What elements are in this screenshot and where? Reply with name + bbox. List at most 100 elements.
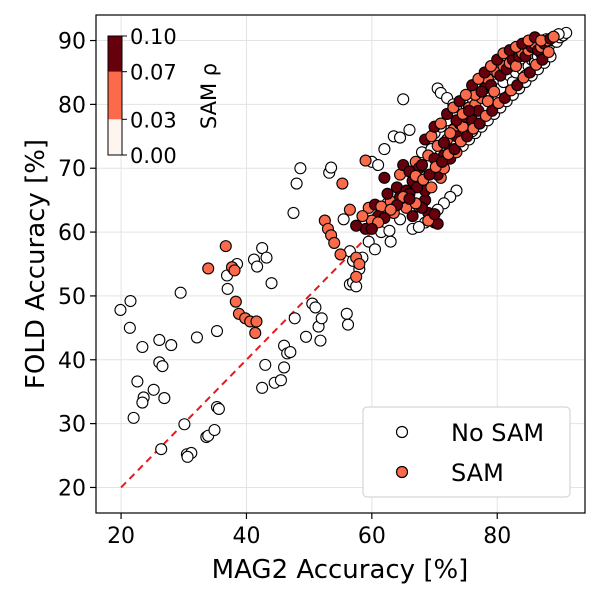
sam-point bbox=[437, 136, 450, 149]
sam-point bbox=[428, 208, 441, 221]
sam-point bbox=[343, 203, 356, 216]
sam-point bbox=[334, 248, 347, 261]
x-tick-label: 20 bbox=[107, 524, 135, 549]
no-sam-point bbox=[378, 143, 391, 156]
no-sam-point bbox=[251, 260, 264, 273]
no-sam-point bbox=[294, 162, 307, 175]
y-tick-label: 50 bbox=[58, 285, 86, 310]
no-sam-point bbox=[147, 383, 160, 396]
no-sam-point bbox=[256, 381, 269, 394]
no-sam-point bbox=[165, 339, 178, 352]
x-axis-ticks: 20 40 60 80 bbox=[107, 513, 511, 549]
sam-point bbox=[381, 187, 394, 200]
colorbar-bins bbox=[108, 36, 122, 155]
sam-point bbox=[219, 240, 232, 253]
sam-point bbox=[384, 203, 397, 216]
no-sam-point bbox=[274, 374, 287, 387]
y-tick-label: 40 bbox=[58, 349, 86, 374]
sam-point bbox=[459, 88, 472, 101]
sam-point bbox=[475, 85, 488, 98]
no-sam-point bbox=[260, 251, 273, 264]
legend-marker-no-sam bbox=[395, 425, 409, 439]
no-sam-point bbox=[383, 224, 396, 237]
colorbar: 0.00 0.03 0.07 0.10 SAM ρ bbox=[107, 25, 221, 168]
x-tick-label: 60 bbox=[358, 524, 386, 549]
sam-point bbox=[547, 30, 560, 43]
x-axis-label: MAG2 Accuracy [%] bbox=[212, 555, 469, 585]
no-sam-point bbox=[131, 375, 144, 388]
x-tick-label: 40 bbox=[232, 524, 260, 549]
no-sam-point bbox=[259, 358, 272, 371]
colorbar-tick-label: 0.07 bbox=[130, 61, 177, 85]
no-sam-point bbox=[287, 206, 300, 219]
sam-point bbox=[250, 315, 263, 328]
no-sam-point bbox=[368, 243, 382, 256]
y-tick-label: 90 bbox=[58, 30, 86, 55]
no-sam-point bbox=[394, 131, 407, 144]
no-sam-point bbox=[210, 324, 224, 338]
colorbar-label: SAM ρ bbox=[197, 63, 221, 129]
no-sam-point bbox=[403, 123, 416, 136]
no-sam-point bbox=[208, 423, 221, 437]
no-sam-point bbox=[314, 334, 327, 347]
y-tick-label: 60 bbox=[58, 221, 86, 246]
no-sam-point bbox=[288, 312, 301, 325]
no-sam-point bbox=[155, 443, 168, 456]
x-tick-label: 80 bbox=[483, 524, 511, 549]
no-sam-point bbox=[278, 361, 291, 374]
sam-point bbox=[425, 181, 438, 194]
sam-point bbox=[365, 222, 378, 235]
colorbar-tick-label: 0.10 bbox=[130, 25, 177, 49]
no-sam-point bbox=[181, 450, 194, 463]
y-tick-label: 30 bbox=[58, 413, 86, 438]
no-sam-point bbox=[174, 286, 187, 299]
y-axis-label: FOLD Accuracy [%] bbox=[21, 139, 51, 389]
no-sam-point bbox=[212, 402, 225, 415]
no-sam-point bbox=[136, 340, 149, 354]
no-sam-point bbox=[325, 161, 338, 174]
colorbar-tick-label: 0.00 bbox=[130, 144, 177, 168]
no-sam-point bbox=[315, 312, 328, 325]
no-sam-point bbox=[156, 360, 169, 373]
sam-point bbox=[356, 210, 369, 223]
sam-point bbox=[434, 117, 447, 130]
sam-point bbox=[328, 236, 341, 249]
sam-point bbox=[350, 219, 363, 232]
no-sam-point bbox=[341, 318, 355, 331]
no-sam-point bbox=[309, 301, 322, 314]
sam-point bbox=[415, 158, 429, 172]
legend-marker-sam bbox=[395, 465, 409, 479]
no-sam-point bbox=[127, 411, 140, 424]
sam-points bbox=[202, 30, 560, 340]
colorbar-bin bbox=[108, 119, 122, 155]
no-sam-point bbox=[124, 294, 137, 308]
y-axis-ticks: 20 30 40 50 60 70 80 90 bbox=[58, 30, 96, 501]
sam-point bbox=[359, 154, 372, 167]
sam-point bbox=[229, 295, 242, 308]
colorbar-bin bbox=[108, 36, 122, 72]
no-sam-point bbox=[299, 330, 313, 343]
sam-point bbox=[202, 262, 215, 275]
sam-point bbox=[353, 257, 366, 271]
no-sam-point bbox=[221, 282, 234, 295]
no-sam-point bbox=[384, 235, 397, 248]
no-sam-point bbox=[153, 333, 166, 347]
legend-box bbox=[362, 406, 571, 498]
no-sam-point bbox=[114, 303, 127, 317]
colorbar-frame bbox=[107, 35, 123, 156]
sam-point bbox=[542, 45, 555, 59]
no-sam-point bbox=[340, 307, 353, 320]
no-sam-point bbox=[123, 321, 136, 334]
legend: No SAM SAM bbox=[362, 406, 571, 498]
no-sam-point bbox=[158, 392, 171, 405]
no-sam-point bbox=[290, 177, 303, 190]
sam-point bbox=[378, 171, 391, 184]
sam-point bbox=[228, 264, 241, 277]
no-sam-point bbox=[190, 331, 203, 344]
y-tick-label: 20 bbox=[58, 476, 86, 501]
sam-point bbox=[444, 127, 457, 140]
no-sam-point bbox=[136, 396, 149, 409]
sam-point bbox=[336, 177, 349, 190]
y-tick-label: 80 bbox=[58, 93, 86, 118]
no-sam-point bbox=[397, 93, 410, 106]
